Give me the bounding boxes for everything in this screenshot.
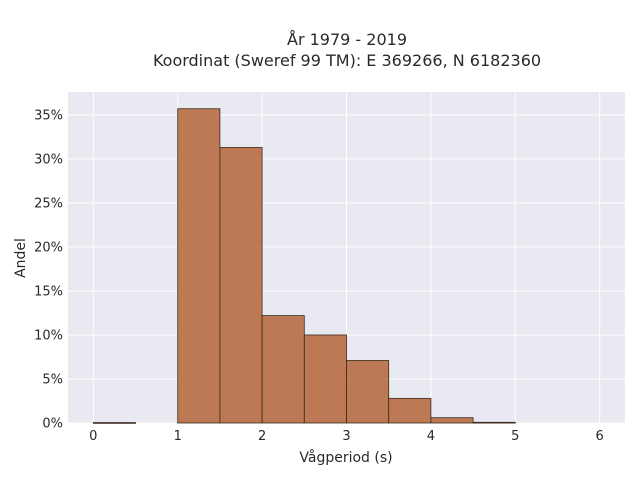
x-tick-label-4: 4 [427,429,435,444]
bar-4 [261,315,305,424]
y-tick-label-4: 20% [34,240,63,255]
bar-7 [388,397,432,424]
bar-8 [430,417,474,424]
x-tick-label-5: 5 [511,429,519,444]
chart-title-line-1: År 1979 - 2019 [287,30,407,49]
x-tick-label-3: 3 [342,429,350,444]
y-tick-label-1: 5% [42,372,63,387]
axis-ticks: 0 1 2 3 4 5 6 0% 5% 10% 15% 20% 25% 30% 35% [34,108,604,444]
x-tick-label-0: 0 [89,429,97,444]
y-tick-label-2: 10% [34,328,63,343]
x-tick-label-6: 6 [596,429,604,444]
chart-title-line-2: Koordinat (Sweref 99 TM): E 369266, N 61… [153,51,541,70]
y-tick-label-6: 30% [34,152,63,167]
bar-0 [92,422,136,424]
y-axis-label: Andel [13,238,29,278]
bar-9 [472,421,516,424]
x-tick-label-2: 2 [258,429,266,444]
x-tick-label-1: 1 [174,429,182,444]
y-tick-label-5: 25% [34,196,63,211]
histogram-bars [92,108,516,424]
bar-5 [303,334,347,424]
y-tick-label-3: 15% [34,284,63,299]
bar-3 [219,147,263,424]
y-tick-label-0: 0% [42,417,63,432]
y-tick-label-7: 35% [34,108,63,123]
x-axis-label: Vågperiod (s) [299,449,392,466]
bar-6 [346,360,390,424]
bar-2 [177,108,221,424]
